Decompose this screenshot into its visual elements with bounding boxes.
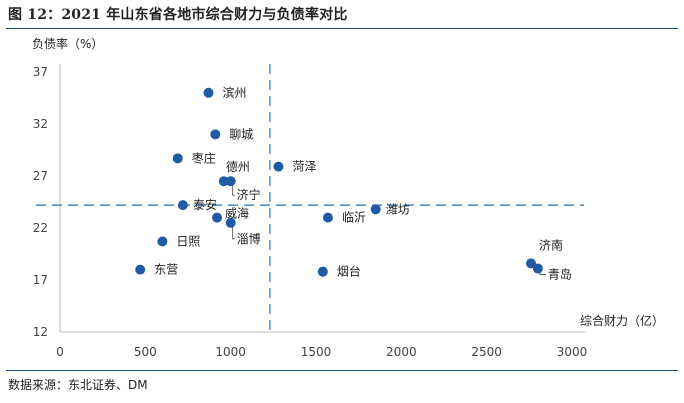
leader-line-4 [232,185,235,196]
x-axis-title: 综合财力（亿） [580,313,664,328]
leader-line-8 [232,226,235,240]
point-label-2: 枣庄 [192,150,216,165]
y-tick-label: 37 [33,65,48,79]
title-divider [6,28,678,29]
point-label-5: 菏泽 [292,160,316,174]
point-label-12: 东营 [154,263,178,277]
data-point-14 [526,258,537,269]
x-tick-label: 2500 [471,345,502,359]
y-tick-label: 32 [33,117,48,131]
x-tick-label: 2000 [386,345,417,359]
y-tick-label: 27 [33,169,48,183]
x-tick-label: 3000 [557,345,588,359]
point-label-14: 济南 [539,237,563,252]
data-point-13 [317,266,328,277]
data-point-10 [370,204,381,215]
data-point-5 [273,161,284,172]
x-tick-label: 1500 [301,345,332,359]
data-point-6 [177,200,188,211]
axes: 12 17 22 27 32 37 0 500 1000 1500 2000 2500 3000 负债率（… [32,36,664,359]
point-label-3: 德州 [226,159,250,174]
point-label-13: 烟台 [337,264,361,279]
source-divider [6,370,678,371]
x-tick-label: 500 [134,345,157,359]
data-point-1 [210,129,221,140]
point-label-4: 济宁 [237,187,261,202]
point-label-8: 淄博 [237,231,261,246]
point-label-10: 潍坊 [386,201,410,216]
point-label-15: 青岛 [548,267,572,282]
point-label-7: 威海 [225,206,249,221]
data-point-11 [157,236,168,247]
y-tick-label: 22 [33,221,48,235]
data-point-15 [532,263,543,274]
point-label-9: 临沂 [342,211,366,225]
data-point-4 [225,176,236,187]
data-point-12 [135,264,146,275]
figure-title: 图 12：2021 年山东省各地市综合财力与负债率对比 [8,7,348,23]
figure-source: 数据来源：东北证券、DM [8,378,148,392]
point-label-6: 泰安 [193,197,217,212]
y-axis-title: 负债率（%） [32,36,103,51]
leader-line-15 [539,272,546,275]
data-points [135,87,543,277]
data-point-0 [203,87,214,98]
data-point-8 [225,217,236,228]
reference-lines [36,64,584,332]
data-point-9 [322,212,333,223]
data-point-2 [172,153,183,164]
y-tick-label: 17 [33,273,48,287]
data-point-7 [212,212,223,223]
y-tick-label: 12 [33,325,48,339]
point-label-11: 日照 [176,235,200,249]
point-label-1: 聊城 [229,127,253,141]
scatter-chart: 12 17 22 27 32 37 0 500 1000 1500 2000 2500 3000 负债率（… [32,36,664,359]
point-label-0: 滨州 [222,85,246,100]
x-tick-label: 1000 [215,345,246,359]
x-tick-label: 0 [56,345,64,359]
